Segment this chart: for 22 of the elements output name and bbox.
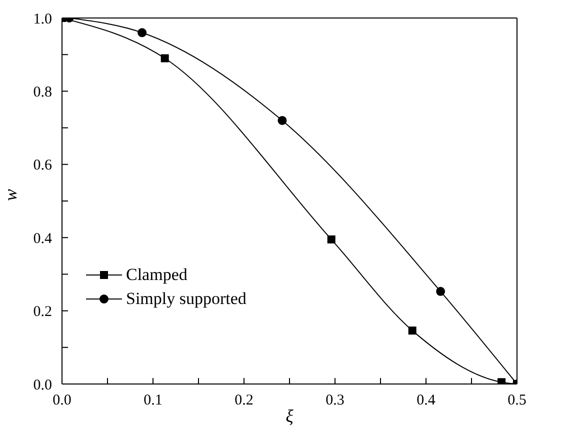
point — [408, 326, 416, 335]
y-tick-label: 0.6 — [33, 158, 52, 174]
x-axis-title: ξ — [286, 406, 294, 426]
point — [138, 28, 147, 38]
y-tick-label: 1.0 — [33, 11, 52, 28]
y-tick-label: 0.8 — [33, 84, 52, 101]
x-tick-label: 0.2 — [234, 392, 254, 409]
point — [436, 286, 446, 296]
legend-label: Simply supported — [126, 289, 246, 309]
x-tick-label: 0.0 — [52, 392, 72, 409]
y-tick-label: 0.0 — [33, 377, 52, 394]
x-tick-label: 0.3 — [326, 392, 344, 409]
point — [327, 235, 336, 244]
legend-label: Clamped — [126, 265, 188, 285]
point — [160, 54, 169, 62]
point — [278, 116, 287, 125]
x-tick-label: 0.4 — [416, 392, 436, 409]
x-tick-label: 0.5 — [508, 392, 526, 409]
y-tick-label: 0.2 — [33, 304, 52, 320]
x-tick-label: 0.1 — [144, 392, 162, 409]
y-axis-title: w — [0, 188, 20, 201]
y-tick-label: 0.4 — [33, 230, 52, 247]
